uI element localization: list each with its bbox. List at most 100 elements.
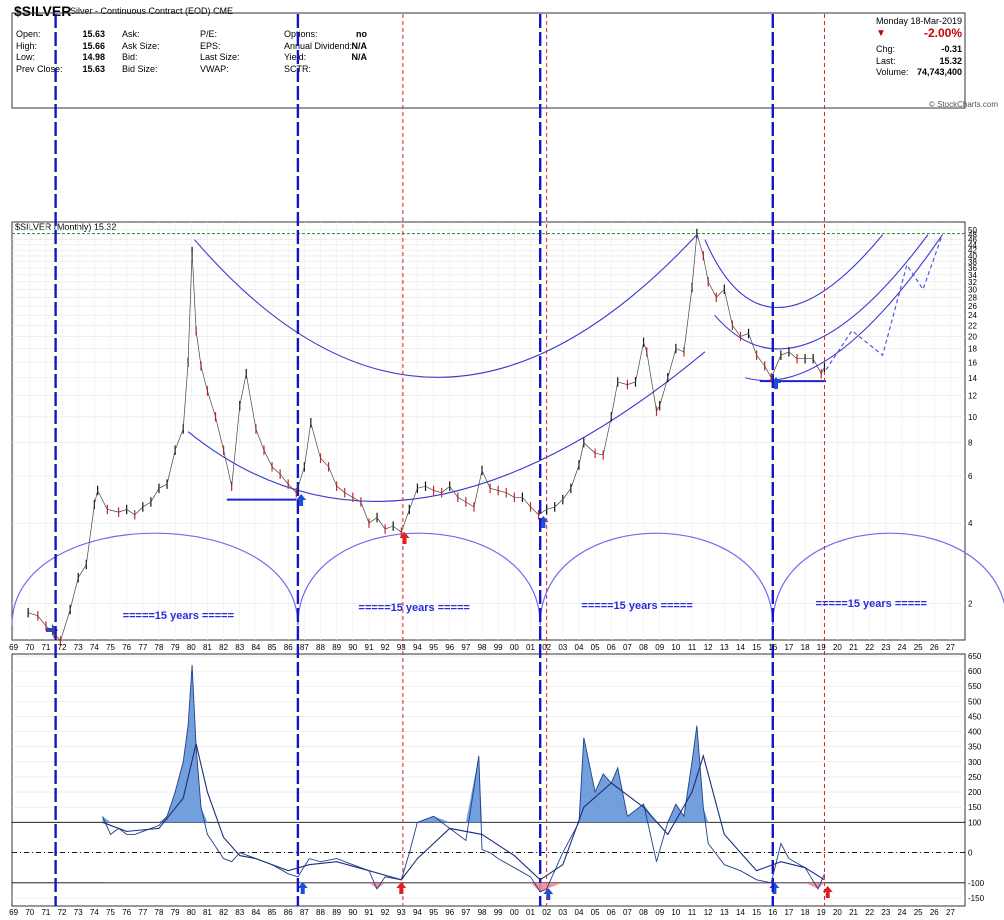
x-tick-label: 86	[284, 908, 293, 917]
x-tick-label: 87	[300, 643, 309, 652]
price-series	[27, 228, 826, 646]
new-upper-cup-curve	[704, 234, 884, 308]
indicator-y-tick: 600	[968, 667, 982, 676]
x-tick-label: 26	[930, 908, 939, 917]
x-tick-label: 19	[817, 643, 826, 652]
price-y-tick: 46	[968, 236, 977, 245]
x-tick-label: 23	[881, 908, 890, 917]
x-tick-label: 19	[817, 908, 826, 917]
x-tick-label: 78	[155, 643, 164, 652]
price-panel-frame	[11, 221, 966, 641]
upper-cup-curve	[194, 234, 698, 378]
quote-right-label: Last:	[876, 55, 896, 66]
x-tick-label: 14	[736, 643, 745, 652]
cycle-annotation: =====15 years =====	[359, 602, 470, 614]
quote-label: Open:	[16, 29, 41, 39]
x-tick-label: 21	[849, 908, 858, 917]
indicator-y-tick: -150	[968, 894, 985, 903]
x-tick-label: 82	[219, 908, 228, 917]
x-tick-label: 04	[575, 643, 584, 652]
quote-value: 15.63	[82, 29, 105, 39]
price-line	[28, 233, 825, 642]
indicator-y-tick: 650	[968, 652, 982, 661]
quote-label: Bid:	[122, 52, 138, 62]
x-tick-label: 69	[9, 643, 18, 652]
price-y-tick: 6	[968, 472, 973, 481]
indicator-fill-negative	[102, 882, 825, 892]
quote-label: VWAP:	[200, 63, 229, 74]
x-tick-label: 05	[591, 643, 600, 652]
x-tick-label: 76	[122, 908, 131, 917]
x-tick-label: 72	[58, 643, 67, 652]
x-tick-label: 02	[542, 908, 551, 917]
price-y-tick: 2	[968, 600, 973, 609]
x-tick-label: 06	[607, 908, 616, 917]
x-tick-label: 24	[898, 908, 907, 917]
price-y-tick: 22	[968, 321, 977, 330]
x-tick-label: 71	[41, 643, 50, 652]
price-y-tick: 18	[968, 345, 977, 354]
x-tick-label: 00	[510, 643, 519, 652]
indicator-y-tick: -100	[968, 879, 985, 888]
x-tick-label: 76	[122, 643, 131, 652]
x-tick-label: 16	[768, 643, 777, 652]
x-tick-label: 83	[235, 643, 244, 652]
x-tick-label: 07	[623, 908, 632, 917]
cycle-arc	[11, 532, 299, 626]
x-tick-label: 14	[736, 908, 745, 917]
up-arrow-icon	[296, 494, 307, 506]
indicator-panel-frame	[11, 653, 966, 907]
copyright: © StockCharts.com	[928, 100, 998, 109]
x-tick-label: 73	[74, 643, 83, 652]
price-y-tick: 32	[968, 278, 977, 287]
quote-value: N/A	[351, 52, 368, 62]
x-tick-label: 72	[58, 908, 67, 917]
x-tick-label: 22	[865, 908, 874, 917]
indicator-series	[102, 665, 825, 893]
x-tick-label: 00	[510, 908, 519, 917]
cycle-annotation: =====15 years =====	[123, 610, 234, 622]
quote-label: High:	[16, 40, 38, 51]
x-tick-label: 85	[268, 908, 277, 917]
price-y-tick: 34	[968, 271, 977, 280]
annotation-labels: =====15 years ===== =====15 years ===== ==…	[123, 598, 927, 622]
price-y-axis: 2468101214161820222426283032343638404244…	[968, 226, 977, 609]
x-tick-label: 90	[348, 908, 357, 917]
x-tick-label: 17	[784, 908, 793, 917]
x-tick-label: 71	[41, 908, 50, 917]
cycle-arc	[772, 532, 1004, 626]
quote-frame	[11, 12, 966, 109]
x-tick-label: 81	[203, 643, 212, 652]
indicator-x-axis: 69 70 71 72 73 74 75 76 77 78 79 80 81 82 83 84 85 86 87 88…	[9, 908, 955, 917]
x-tick-label: 91	[365, 643, 374, 652]
quote-value: 15.63	[82, 63, 105, 74]
x-tick-label: 74	[90, 643, 99, 652]
x-tick-label: 70	[25, 643, 34, 652]
price-y-tick: 40	[968, 252, 977, 261]
up-arrow-icon	[297, 882, 308, 894]
indicator-y-tick: 250	[968, 773, 982, 782]
x-tick-label: 79	[171, 908, 180, 917]
x-tick-label: 01	[526, 908, 535, 917]
quote-date: Monday 18-Mar-2019	[876, 16, 963, 26]
indicator-y-tick: 150	[968, 803, 982, 812]
up-arrow-icon	[399, 532, 410, 544]
x-tick-label: 77	[138, 908, 147, 917]
price-y-tick: 20	[968, 332, 977, 341]
quote-value: 15.66	[82, 40, 105, 51]
quote-label: Ask:	[122, 29, 140, 39]
x-tick-label: 01	[526, 643, 535, 652]
price-y-tick: 24	[968, 311, 977, 320]
x-tick-label: 80	[187, 643, 196, 652]
x-tick-label: 02	[542, 643, 551, 652]
x-tick-label: 25	[914, 643, 923, 652]
x-tick-label: 05	[591, 908, 600, 917]
cycle-lines	[54, 14, 825, 906]
price-y-tick: 4	[968, 519, 973, 528]
price-x-axis: 69 70 71 72 73 74 75 76 77 78 79 80 81 82 83 84 85 86 87 88…	[9, 643, 955, 652]
indicator-y-tick: 550	[968, 682, 982, 691]
indicator-y-tick: 350	[968, 743, 982, 752]
new-mid-cup-curve	[714, 234, 929, 350]
quote-label: Yield:	[284, 52, 307, 62]
